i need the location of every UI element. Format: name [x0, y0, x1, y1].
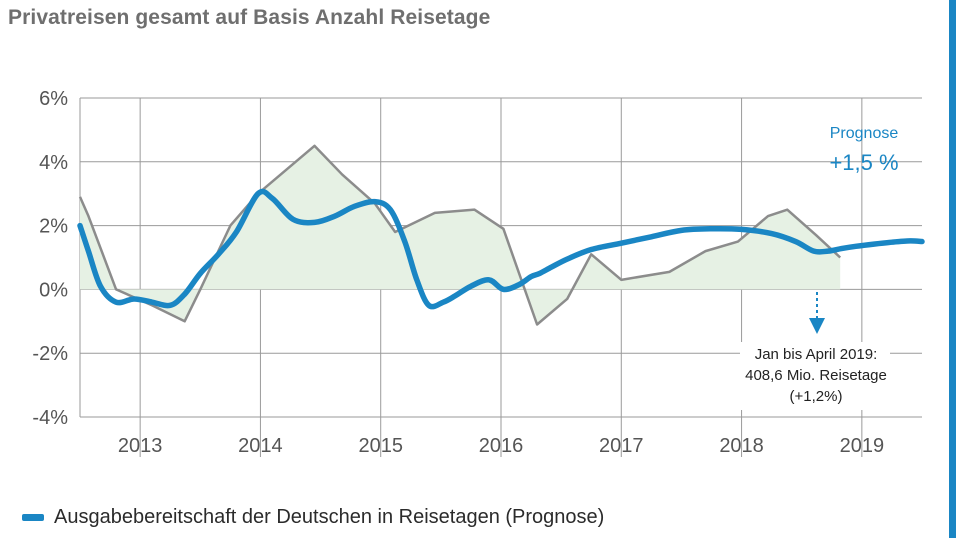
x-tick-label: 2017 — [599, 435, 644, 457]
legend-swatch — [22, 514, 44, 521]
x-tick-label: 2014 — [238, 435, 283, 457]
arrow-head — [809, 318, 825, 334]
x-tick-label: 2018 — [719, 435, 764, 457]
legend-label: Ausgabebereitschaft der Deutschen in Rei… — [54, 506, 605, 528]
x-tick-label: 2015 — [358, 435, 403, 457]
series-line-actual — [78, 144, 842, 326]
x-tick-label: 2013 — [118, 435, 163, 457]
y-tick-label: 4% — [39, 152, 68, 174]
note-line: (+1,2%) — [790, 388, 843, 405]
y-tick-label: 0% — [39, 279, 68, 301]
x-tick-label: 2016 — [479, 435, 524, 457]
prognose-label: Prognose — [830, 125, 899, 142]
page-title: Privatreisen gesamt auf Basis Anzahl Rei… — [8, 6, 491, 29]
note-box — [740, 342, 890, 410]
legend: Ausgabebereitschaft der Deutschen in Rei… — [22, 506, 604, 529]
note-line: 408,6 Mio. Reisetage — [745, 367, 887, 384]
y-tick-label: -2% — [32, 343, 68, 365]
prognose-value: +1,5 % — [829, 150, 898, 175]
y-tick-label: -4% — [32, 407, 68, 429]
area-fill — [80, 145, 841, 325]
note-line: Jan bis April 2019: — [755, 346, 878, 363]
series-line-forecast — [77, 188, 925, 310]
y-tick-label: 6% — [39, 88, 68, 110]
y-tick-label: 2% — [39, 216, 68, 238]
accent-rule — [949, 0, 956, 538]
x-tick-label: 2019 — [840, 435, 885, 457]
